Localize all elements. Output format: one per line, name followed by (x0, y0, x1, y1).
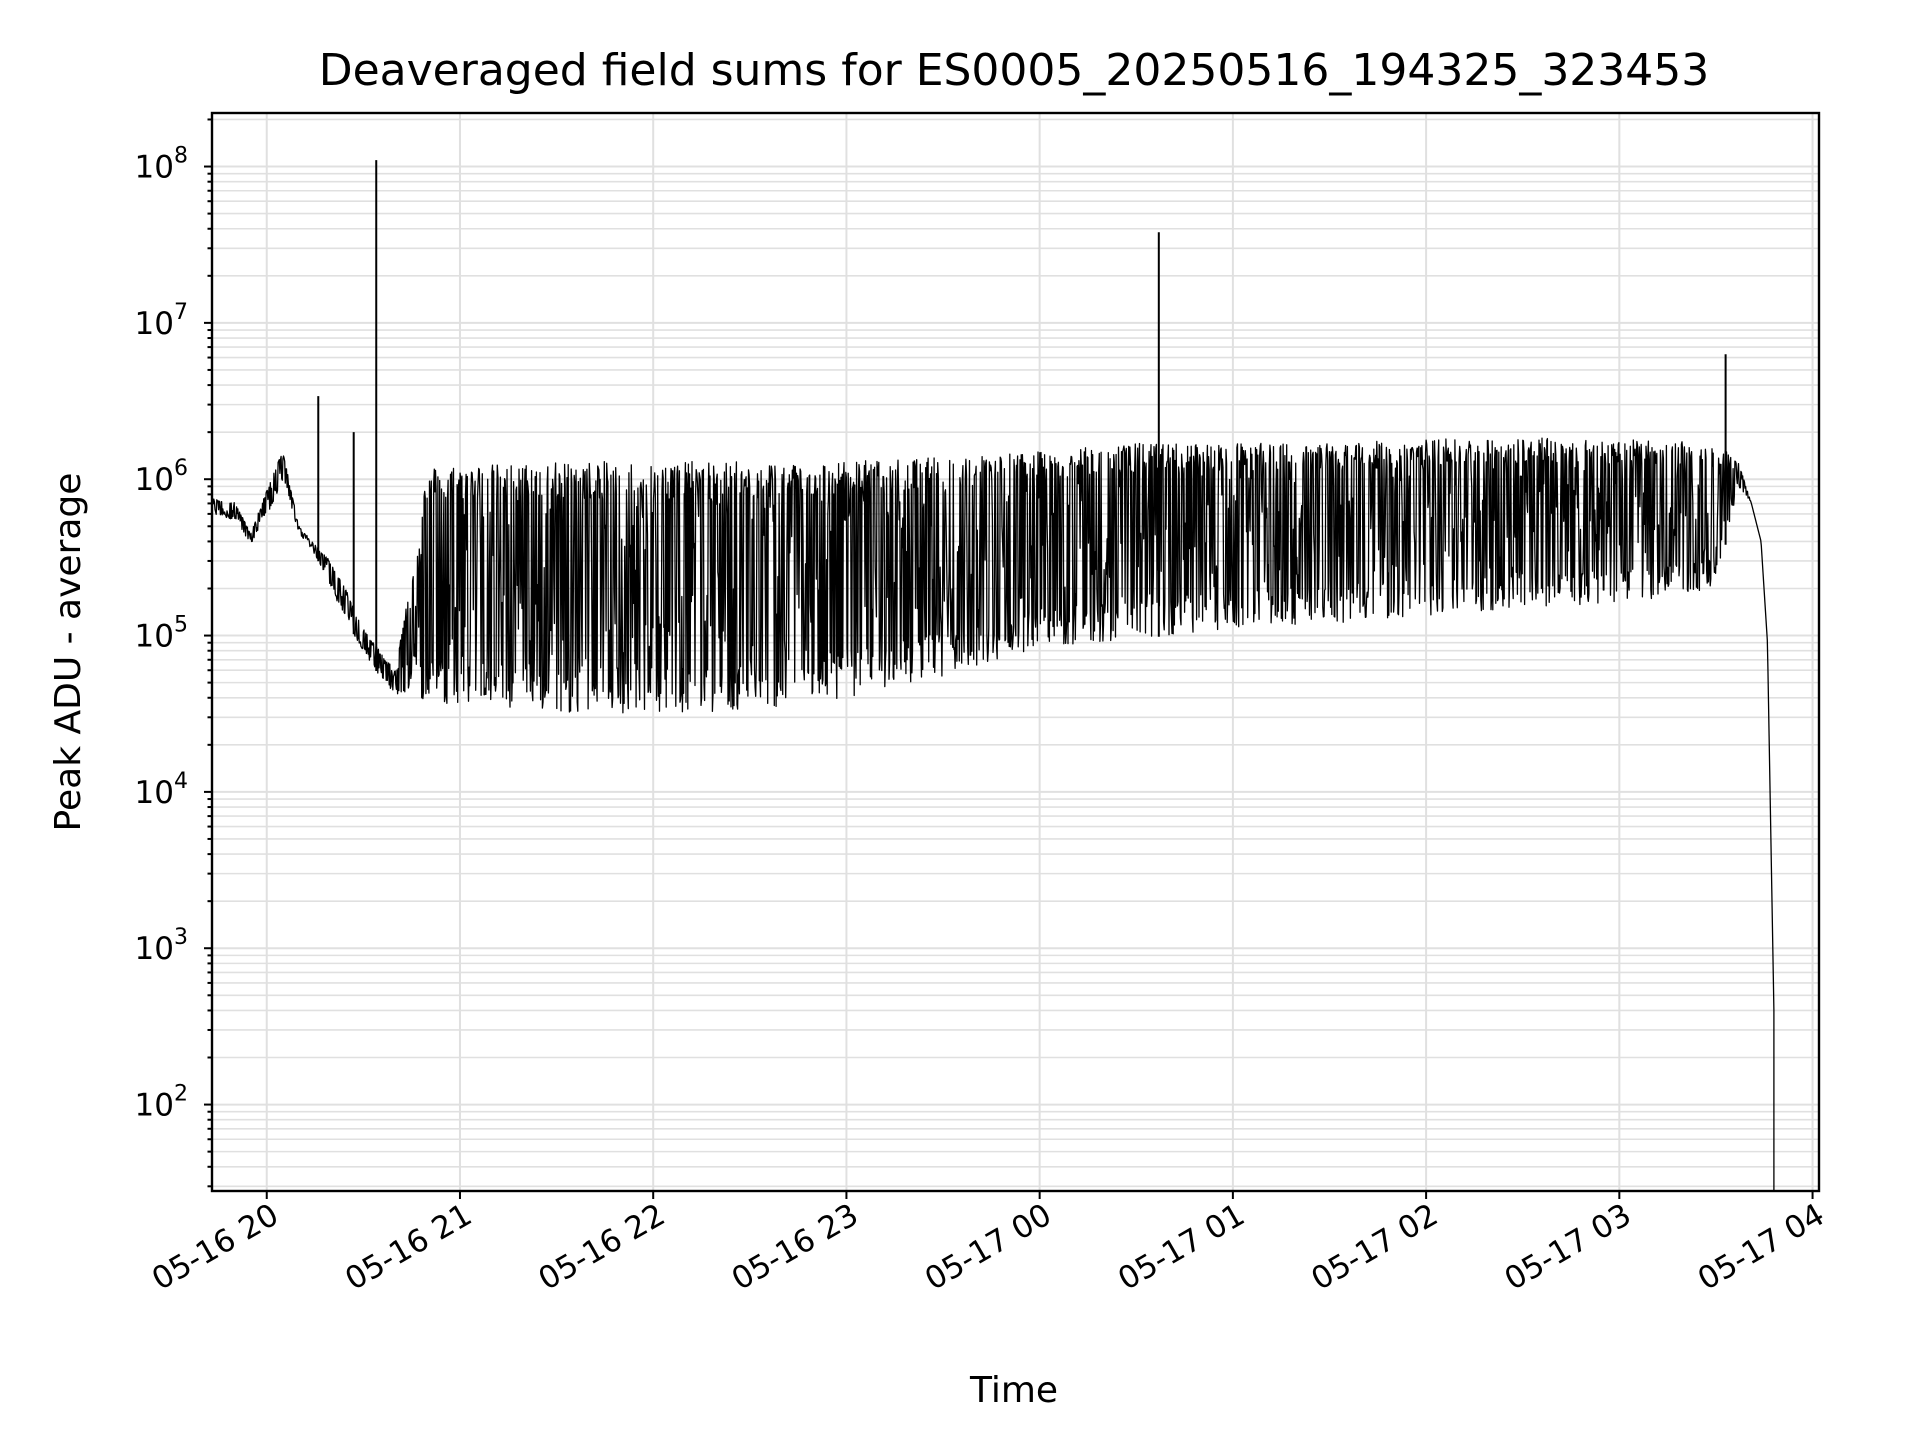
x-axis-label: Time (969, 1370, 1058, 1411)
y-tick-label: 103 (135, 925, 188, 967)
y-tick-label: 104 (135, 769, 188, 811)
chart-title: Deaveraged field sums for ES0005_2025051… (319, 45, 1710, 96)
y-axis-label: Peak ADU - average (48, 473, 89, 832)
series-line (211, 160, 1775, 1191)
plot-frame (210, 111, 1821, 1193)
y-tick-label: 102 (135, 1082, 188, 1124)
y-tick-label: 106 (135, 456, 188, 498)
grid (212, 113, 1819, 1191)
y-axis: 102 103 104 105 106 107 108 (135, 118, 212, 1188)
series-path (211, 437, 1775, 1191)
y-tick-label: 108 (135, 144, 188, 186)
y-tick-label: 105 (135, 613, 188, 655)
y-tick-label: 107 (135, 300, 188, 342)
